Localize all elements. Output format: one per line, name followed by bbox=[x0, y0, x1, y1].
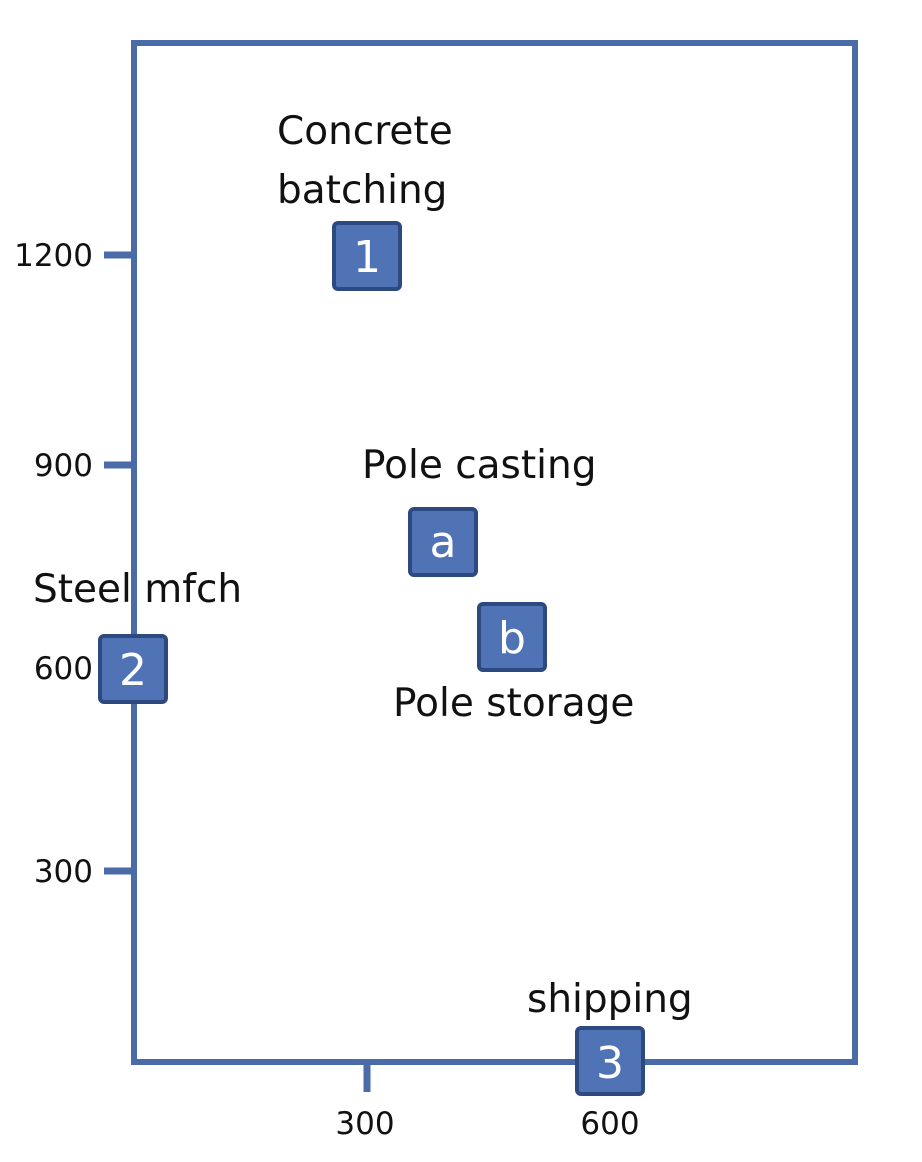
node-2-marker: 2 bbox=[98, 634, 168, 704]
x-tick-label-600: 600 bbox=[580, 1106, 639, 1142]
site-boundary-frame bbox=[131, 40, 858, 1065]
node-a-text: a bbox=[430, 517, 457, 568]
node-1-marker: 1 bbox=[332, 221, 402, 291]
y-tick-label-600: 600 bbox=[34, 651, 93, 687]
node-a-marker: a bbox=[408, 507, 478, 577]
node-b-text: b bbox=[498, 613, 526, 664]
y-tick-label-300: 300 bbox=[34, 854, 93, 890]
label-pole-storage: Pole storage bbox=[393, 681, 634, 726]
node-3-text: 3 bbox=[596, 1038, 624, 1089]
node-b-marker: b bbox=[477, 602, 547, 672]
label-concrete-batching-line2: batching bbox=[277, 168, 447, 213]
node-a-box bbox=[408, 507, 478, 577]
label-pole-casting: Pole casting bbox=[362, 443, 596, 488]
x-tick-label-300: 300 bbox=[335, 1106, 394, 1142]
node-1-text: 1 bbox=[353, 232, 381, 283]
label-steel-mfch: Steel mfch bbox=[33, 567, 242, 612]
y-tick-label-1200: 1200 bbox=[14, 238, 93, 274]
node-2-box bbox=[98, 634, 168, 704]
label-shipping: shipping bbox=[527, 977, 693, 1022]
node-3-box bbox=[575, 1026, 645, 1096]
node-2-text: 2 bbox=[119, 645, 147, 696]
y-tick-label-900: 900 bbox=[34, 448, 93, 484]
node-3-marker: 3 bbox=[575, 1026, 645, 1096]
node-b-box bbox=[477, 602, 547, 672]
label-concrete-batching-line1: Concrete bbox=[277, 109, 453, 154]
node-1-box bbox=[332, 221, 402, 291]
